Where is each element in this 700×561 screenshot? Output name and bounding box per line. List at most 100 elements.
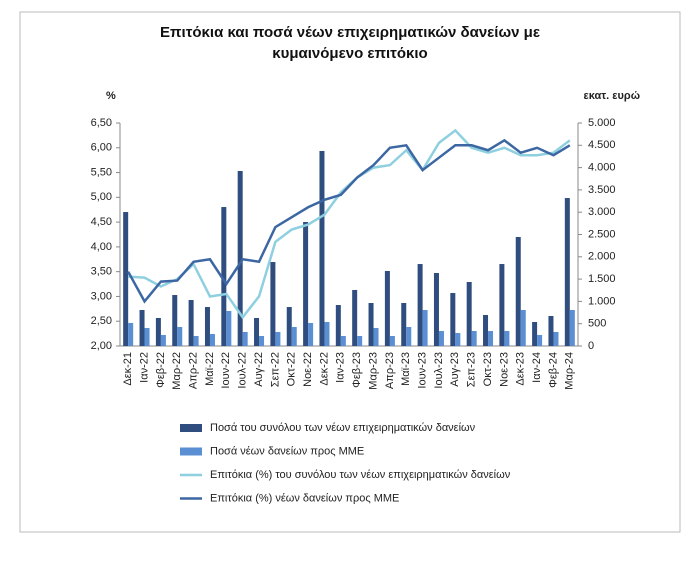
x-tick-label: Νοε-23 bbox=[498, 352, 510, 387]
x-tick-label: Δεκ-22 bbox=[318, 352, 330, 386]
x-tick-label: Αυγ-23 bbox=[449, 352, 461, 387]
x-tick-label: Δεκ-21 bbox=[122, 352, 134, 386]
y-tick-label: 3,50 bbox=[91, 266, 112, 278]
y2-tick-label: 4.000 bbox=[588, 162, 616, 174]
bar bbox=[308, 322, 314, 346]
bar bbox=[237, 170, 243, 346]
legend-label: Ποσά του συνόλου των νέων επιχειρηματικώ… bbox=[210, 422, 476, 434]
bar bbox=[335, 305, 341, 346]
x-tick-label: Ιαν-24 bbox=[531, 352, 543, 383]
chart-title: Επιτόκια και ποσά νέων επιχειρηματικών δ… bbox=[160, 24, 540, 62]
bar bbox=[177, 327, 183, 346]
y-tick-label: 2,50 bbox=[91, 315, 112, 327]
x-tick-label: Απρ-22 bbox=[188, 352, 200, 389]
y2-tick-label: 3.500 bbox=[588, 184, 616, 196]
y2-axis-label: εκατ. ευρώ bbox=[584, 90, 641, 102]
bar bbox=[303, 222, 309, 346]
x-tick-label: Ιαν-22 bbox=[138, 352, 150, 383]
x-tick-label: Ιαν-23 bbox=[335, 352, 347, 383]
bar bbox=[352, 289, 358, 346]
bar bbox=[357, 336, 363, 346]
legend-label: Επιτόκια (%) του συνόλου των νέων επιχει… bbox=[210, 469, 511, 481]
bar bbox=[569, 310, 575, 346]
y-tick-label: 4,00 bbox=[91, 241, 112, 253]
y2-tick-label: 1.000 bbox=[588, 295, 616, 307]
bar bbox=[319, 151, 325, 346]
bar bbox=[483, 315, 489, 346]
bar bbox=[275, 331, 281, 346]
x-tick-label: Μαϊ-23 bbox=[400, 352, 412, 386]
bar bbox=[499, 264, 505, 346]
y2-tick-label: 3.000 bbox=[588, 206, 616, 218]
bar bbox=[204, 307, 210, 346]
line bbox=[127, 138, 571, 304]
bar bbox=[286, 307, 292, 346]
bar bbox=[504, 331, 510, 346]
bar bbox=[450, 293, 456, 346]
x-tick-label: Οκτ-23 bbox=[482, 352, 494, 386]
bar bbox=[433, 272, 439, 346]
legend-label: Ποσά νέων δανείων προς ΜΜΕ bbox=[210, 445, 364, 457]
y-tick-label: 6,00 bbox=[91, 142, 112, 154]
bar bbox=[188, 300, 194, 346]
y-tick-label: 5,00 bbox=[91, 191, 112, 203]
bar bbox=[564, 198, 570, 346]
y2-tick-label: 1.500 bbox=[588, 273, 616, 285]
bar bbox=[455, 333, 461, 346]
x-tick-label: Ιουν-22 bbox=[220, 352, 232, 389]
bar bbox=[209, 334, 215, 346]
chart-frame bbox=[19, 11, 681, 533]
legend-swatch bbox=[180, 447, 202, 456]
x-tick-label: Ιουλ-22 bbox=[237, 352, 249, 389]
bar bbox=[466, 281, 472, 346]
bar bbox=[532, 322, 538, 346]
bar bbox=[291, 327, 297, 346]
bar bbox=[221, 207, 227, 346]
y-tick-label: 6,50 bbox=[91, 117, 112, 129]
bar bbox=[417, 264, 423, 346]
bar bbox=[471, 331, 477, 346]
legend-label: Επιτόκια (%) νέων δανείων προς ΜΜΕ bbox=[210, 492, 399, 504]
x-tick-label: Σεπ-23 bbox=[466, 352, 478, 387]
bar bbox=[520, 310, 526, 346]
bar bbox=[254, 317, 260, 346]
bar bbox=[488, 331, 494, 346]
x-tick-label: Απρ-23 bbox=[384, 352, 396, 389]
bar bbox=[340, 336, 346, 346]
bar bbox=[401, 303, 407, 346]
bar bbox=[389, 336, 395, 346]
x-tick-label: Σεπ-22 bbox=[269, 352, 281, 387]
bar bbox=[368, 303, 374, 346]
bar bbox=[324, 322, 330, 346]
bar bbox=[553, 331, 559, 346]
bar bbox=[242, 331, 248, 346]
bar bbox=[160, 334, 166, 346]
x-tick-label: Δεκ-23 bbox=[515, 352, 527, 386]
y-tick-label: 4,50 bbox=[91, 216, 112, 228]
x-tick-label: Ιουν-23 bbox=[417, 352, 429, 389]
x-tick-label: Ιουλ-23 bbox=[433, 352, 445, 389]
bar bbox=[128, 322, 134, 346]
x-tick-label: Μαρ-22 bbox=[171, 352, 183, 390]
bar bbox=[226, 310, 232, 346]
x-tick-label: Μαρ-24 bbox=[564, 352, 576, 390]
bar bbox=[537, 334, 543, 346]
y2-tick-label: 2.000 bbox=[588, 251, 616, 263]
x-tick-label: Οκτ-22 bbox=[286, 352, 298, 386]
y2-tick-label: 2.500 bbox=[588, 228, 616, 240]
bar bbox=[373, 327, 379, 346]
bar bbox=[172, 295, 178, 346]
y2-tick-label: 0 bbox=[588, 340, 594, 352]
y-tick-label: 2,00 bbox=[91, 340, 112, 352]
bar bbox=[259, 336, 265, 346]
x-tick-label: Αυγ-22 bbox=[253, 352, 265, 387]
x-tick-label: Φεβ-22 bbox=[155, 352, 167, 388]
bar bbox=[548, 315, 554, 346]
bar bbox=[270, 262, 276, 346]
x-tick-label: Φεβ-23 bbox=[351, 352, 363, 388]
legend-swatch bbox=[180, 424, 202, 432]
bar bbox=[123, 212, 129, 346]
y2-tick-label: 500 bbox=[588, 318, 606, 330]
